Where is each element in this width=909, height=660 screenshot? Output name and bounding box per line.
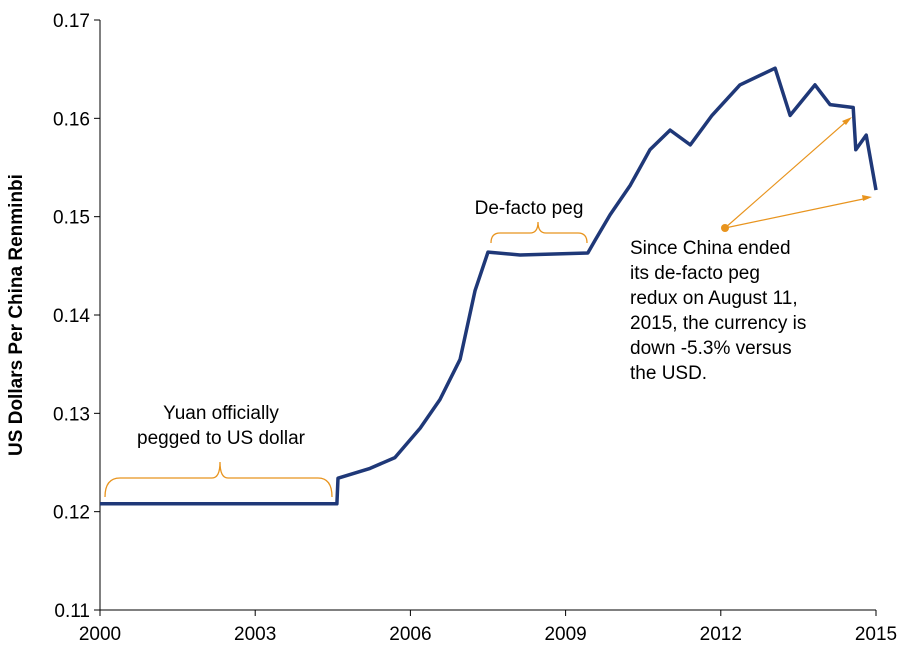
peg-brace bbox=[104, 461, 333, 498]
y-tick-label: 0.17 bbox=[53, 11, 90, 32]
annotation: down -5.3% versus bbox=[630, 338, 792, 359]
y-tick-label: 0.13 bbox=[53, 404, 90, 425]
x-tick-label: 2015 bbox=[855, 624, 897, 645]
annotation: De-facto peg bbox=[475, 198, 584, 219]
arrow-head bbox=[842, 117, 852, 125]
y-tick-label: 0.15 bbox=[53, 208, 90, 229]
annotation: the USD. bbox=[630, 363, 707, 384]
defacto-brace bbox=[490, 221, 588, 244]
x-tick-label: 2003 bbox=[234, 624, 276, 645]
y-tick-label: 0.12 bbox=[53, 503, 90, 524]
x-tick-label: 2009 bbox=[544, 624, 586, 645]
y-tick-label: 0.11 bbox=[54, 601, 90, 622]
annotation: Since China ended bbox=[630, 238, 791, 259]
annotation: Yuan officially bbox=[163, 403, 279, 424]
annotation: pegged to US dollar bbox=[137, 428, 306, 449]
annotation: 2015, the currency is bbox=[630, 313, 806, 334]
annotation: redux on August 11, bbox=[630, 288, 798, 309]
arrow bbox=[724, 197, 869, 229]
arrow bbox=[724, 119, 849, 229]
y-tick-label: 0.14 bbox=[53, 306, 90, 327]
data-line bbox=[100, 66, 878, 506]
arrow-origin bbox=[721, 224, 729, 232]
x-tick-label: 2000 bbox=[79, 624, 121, 645]
x-tick-label: 2006 bbox=[389, 624, 431, 645]
arrow-head bbox=[862, 195, 872, 201]
y-tick-label: 0.16 bbox=[53, 109, 90, 130]
x-tick-label: 2012 bbox=[700, 624, 742, 645]
annotation: its de-facto peg bbox=[630, 263, 760, 284]
y-axis-label: US Dollars Per China Renminbi bbox=[6, 174, 27, 456]
